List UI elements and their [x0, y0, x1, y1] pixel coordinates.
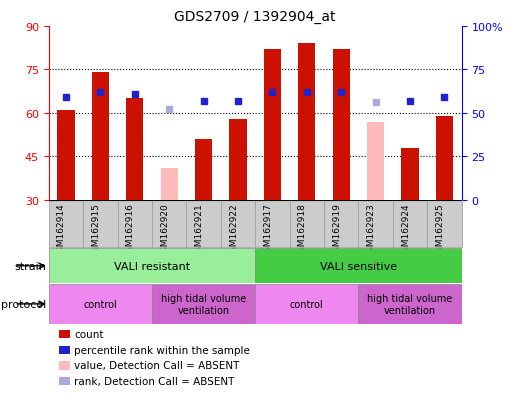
Bar — [255, 200, 290, 248]
Text: GSM162917: GSM162917 — [263, 203, 272, 257]
Bar — [49, 200, 83, 248]
Bar — [221, 200, 255, 248]
Text: control: control — [290, 299, 324, 309]
Text: VALI sensitive: VALI sensitive — [320, 261, 397, 271]
Bar — [324, 200, 359, 248]
Text: high tidal volume
ventilation: high tidal volume ventilation — [161, 293, 246, 315]
Bar — [393, 200, 427, 248]
Text: GSM162920: GSM162920 — [160, 203, 169, 257]
Text: VALI resistant: VALI resistant — [114, 261, 190, 271]
Bar — [195, 140, 212, 200]
Bar — [290, 200, 324, 248]
Bar — [427, 200, 462, 248]
Bar — [83, 200, 117, 248]
Text: percentile rank within the sample: percentile rank within the sample — [74, 345, 250, 355]
Text: GSM162922: GSM162922 — [229, 203, 238, 257]
Bar — [298, 44, 315, 200]
Text: strain: strain — [14, 261, 46, 271]
Text: rank, Detection Call = ABSENT: rank, Detection Call = ABSENT — [74, 376, 235, 386]
Text: GSM162925: GSM162925 — [436, 203, 444, 257]
Bar — [92, 73, 109, 200]
Text: high tidal volume
ventilation: high tidal volume ventilation — [367, 293, 452, 315]
Bar — [359, 200, 393, 248]
Text: GSM162916: GSM162916 — [126, 203, 135, 257]
Text: GSM162919: GSM162919 — [332, 203, 341, 257]
Text: control: control — [84, 299, 117, 309]
Bar — [264, 50, 281, 200]
Bar — [255, 285, 359, 324]
Bar — [57, 111, 74, 200]
Text: protocol: protocol — [1, 299, 46, 309]
Text: GSM162914: GSM162914 — [57, 203, 66, 257]
Bar — [49, 249, 255, 284]
Bar — [161, 169, 178, 200]
Bar — [332, 50, 350, 200]
Bar — [367, 122, 384, 200]
Text: GSM162923: GSM162923 — [367, 203, 376, 257]
Text: GSM162921: GSM162921 — [194, 203, 204, 257]
Bar — [117, 200, 152, 248]
Text: count: count — [74, 329, 104, 339]
Bar — [152, 200, 186, 248]
Bar — [436, 116, 453, 200]
Bar — [152, 285, 255, 324]
Bar — [49, 285, 152, 324]
Bar — [186, 200, 221, 248]
Text: GSM162915: GSM162915 — [91, 203, 101, 257]
Text: GSM162918: GSM162918 — [298, 203, 307, 257]
Title: GDS2709 / 1392904_at: GDS2709 / 1392904_at — [174, 10, 336, 24]
Bar — [126, 99, 143, 200]
Bar — [359, 285, 462, 324]
Bar — [229, 119, 247, 200]
Bar — [402, 148, 419, 200]
Bar — [255, 249, 462, 284]
Text: value, Detection Call = ABSENT: value, Detection Call = ABSENT — [74, 361, 240, 370]
Text: GSM162924: GSM162924 — [401, 203, 410, 257]
